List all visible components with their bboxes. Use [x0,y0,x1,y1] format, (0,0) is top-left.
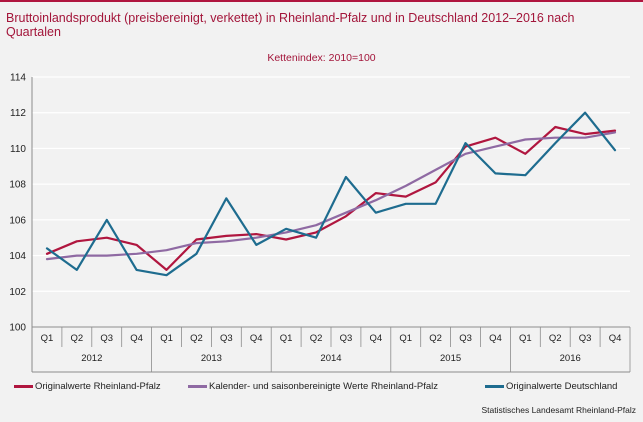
top-accent-rule [0,0,643,2]
legend-label-de: Originalwerte Deutschland [506,381,618,392]
x-tick-label-quarter: Q4 [489,333,502,344]
legend-item-de: Originalwerte Deutschland [485,381,617,392]
source-note: Statistisches Landesamt Rheinland-Pfalz [481,405,637,415]
x-tick-label-quarter: Q3 [459,333,472,344]
x-tick-label-year: 2013 [201,353,222,364]
x-tick-label-quarter: Q2 [310,333,323,344]
series-line-de [45,111,617,277]
x-tick-label-year: 2016 [560,353,581,364]
y-tick-label: 106 [9,215,26,226]
x-tick-label-quarter: Q2 [429,333,442,344]
x-tick-label-quarter: Q1 [41,333,54,344]
x-tick-label-quarter: Q3 [220,333,233,344]
x-tick-label-quarter: Q3 [340,333,353,344]
legend-label-adjusted: Kalender- und saisonbereinigte Werte Rhe… [209,381,439,392]
y-tick-label: 112 [10,108,26,119]
x-tick-label-quarter: Q3 [579,333,592,344]
x-tick-label-year: 2015 [440,353,461,364]
legend-item-adjusted: Kalender- und saisonbereinigte Werte Rhe… [188,381,438,392]
y-tick-label: 108 [9,180,26,191]
legend-swatch-de [485,385,504,388]
chart-title: Bruttoinlandsprodukt (preisbereinigt, ve… [6,11,575,39]
y-tick-label: 104 [9,251,26,262]
y-tick-label: 114 [10,73,26,84]
series-line-adjusted [45,131,617,261]
x-tick-label-quarter: Q2 [549,333,562,344]
x-tick-label-quarter: Q4 [370,333,383,344]
series-line-rlp [45,125,617,271]
legend-swatch-adjusted [188,385,207,388]
x-tick-label-quarter: Q1 [519,333,532,344]
legend-item-rlp: Originalwerte Rheinland-Pfalz [14,381,161,392]
x-tick-label-year: 2014 [320,353,341,364]
x-tick-label-quarter: Q4 [130,333,143,344]
x-tick-label-quarter: Q2 [190,333,203,344]
x-tick-label-quarter: Q4 [250,333,263,344]
x-tick-label-quarter: Q1 [399,333,412,344]
x-tick-label-quarter: Q1 [160,333,173,344]
x-tick-label-year: 2012 [81,353,102,364]
x-tick-label-quarter: Q2 [71,333,84,344]
x-tick-label-quarter: Q4 [609,333,622,344]
x-tick-label-quarter: Q3 [100,333,113,344]
legend-swatch-rlp [14,385,33,388]
x-tick-label-quarter: Q1 [280,333,293,344]
y-tick-label: 100 [9,323,26,334]
y-tick-label: 102 [9,287,26,298]
legend-label-rlp: Originalwerte Rheinland-Pfalz [35,381,161,392]
y-tick-label: 110 [10,144,26,155]
chart-subtitle: Kettenindex: 2010=100 [267,52,376,64]
